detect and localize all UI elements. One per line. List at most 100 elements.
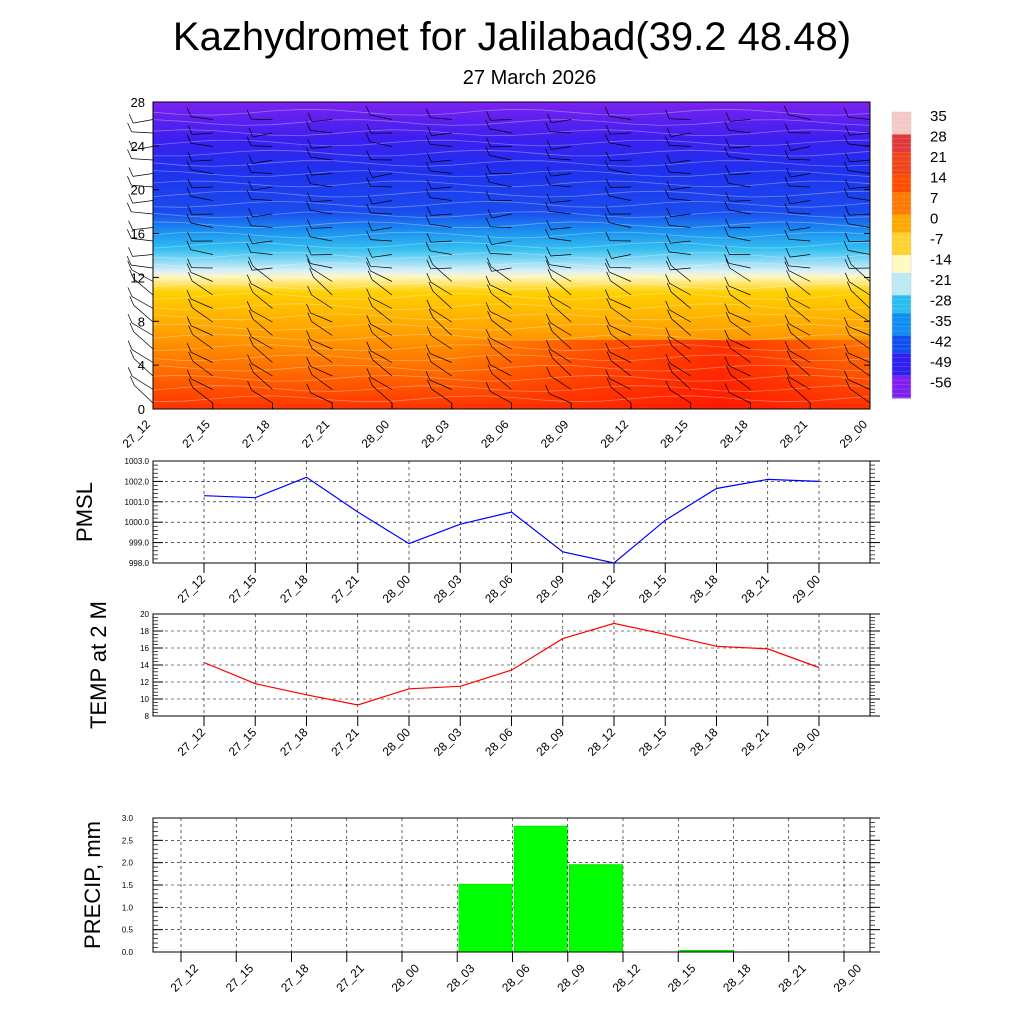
wind-barb <box>784 256 811 269</box>
heatmap-xtick-label: 28_18 <box>717 417 751 451</box>
heatmap-ytick-label: 4 <box>138 358 145 373</box>
wind-barb <box>366 288 393 309</box>
wind-barb <box>664 136 691 147</box>
wind-barb <box>186 187 213 201</box>
colorbar-label: -7 <box>930 231 943 248</box>
wind-barb <box>665 260 691 271</box>
wind-barb <box>845 126 871 136</box>
wind-barb <box>187 125 213 135</box>
wind-barb <box>487 262 512 272</box>
wind-barb <box>246 274 273 296</box>
wind-barb <box>186 134 213 147</box>
wind-barb <box>368 350 393 377</box>
wind-barb <box>843 370 871 390</box>
precip-xtick-label: 28_03 <box>444 961 478 995</box>
wind-barb <box>306 201 333 215</box>
wind-barb <box>365 132 393 147</box>
wind-barb <box>129 376 154 404</box>
wind-barb <box>366 261 393 282</box>
wind-barb <box>724 227 751 242</box>
precip-bar <box>513 825 568 953</box>
wind-barb <box>367 221 393 232</box>
wind-barb <box>186 213 213 228</box>
wind-barb <box>485 244 512 255</box>
wind-barb <box>784 230 811 242</box>
colorbar-label: 0 <box>930 211 938 228</box>
wind-barb <box>546 166 572 177</box>
pmsl-xtick-label: 28_03 <box>431 572 465 606</box>
wind-barb <box>606 298 632 323</box>
wind-barb <box>425 215 452 228</box>
wind-barb <box>545 149 572 161</box>
wind-barb <box>545 286 572 309</box>
temp-ytick-label: 14 <box>140 661 149 670</box>
wind-barb <box>786 323 811 350</box>
wind-barb <box>665 380 691 404</box>
temp-xtick-label: 28_00 <box>380 725 414 759</box>
wind-barb <box>426 352 452 377</box>
heatmap-xtick-label: 29_00 <box>837 417 871 451</box>
wind-barb <box>247 354 273 377</box>
wind-barb <box>546 340 572 363</box>
wind-barb <box>306 357 333 377</box>
wind-barb <box>487 311 512 336</box>
wind-barb <box>248 207 273 218</box>
wind-barb <box>426 179 452 190</box>
wind-barb <box>605 231 632 242</box>
colorbar-label: -56 <box>930 375 952 392</box>
wind-barb <box>784 341 811 363</box>
wind-barb <box>605 151 632 162</box>
temp-xtick-label: 27_12 <box>175 725 209 759</box>
wind-barb <box>725 165 751 176</box>
heatmap-ytick-label: 20 <box>131 183 145 198</box>
wind-barb <box>604 186 632 201</box>
heatmap-ytick-label: 8 <box>138 314 145 329</box>
wind-barb <box>307 192 333 203</box>
wind-barb <box>665 274 691 296</box>
wind-barb <box>247 327 273 350</box>
wind-barb <box>604 289 632 309</box>
wind-barb <box>546 246 572 257</box>
wind-barb <box>605 316 632 336</box>
temp-xtick-label: 28_06 <box>482 725 516 759</box>
heatmap-xtick-label: 28_12 <box>598 417 632 451</box>
wind-barb <box>307 112 333 123</box>
wind-barb <box>605 369 632 390</box>
wind-barb <box>366 315 393 336</box>
wind-barb <box>306 330 333 350</box>
wind-barb <box>667 363 691 390</box>
wind-barb <box>605 258 632 269</box>
wind-barb <box>725 112 751 122</box>
colorbar-label: 28 <box>930 129 947 146</box>
wind-barb <box>846 281 871 309</box>
temp-ytick-label: 8 <box>145 712 150 721</box>
wind-barb <box>485 191 512 201</box>
temp-ylabel: TEMP at 2 M <box>86 601 111 729</box>
colorbar-label: -14 <box>930 252 952 269</box>
precip-xtick-label: 28_09 <box>554 961 588 995</box>
heatmap-xtick-label: 27_18 <box>239 417 273 451</box>
wind-barb <box>665 109 691 120</box>
temp-ytick-label: 18 <box>140 627 149 636</box>
wind-barb <box>604 107 632 120</box>
wind-barb <box>366 368 393 390</box>
precip-panel: 0.0 0.5 1.0 1.5 2.0 2.5 3.0 27_12 27_15 27_18 27_2… <box>80 814 880 995</box>
wind-barb <box>426 299 452 323</box>
wind-barb <box>664 242 691 255</box>
precip-xtick-label: 28_06 <box>499 961 533 995</box>
wind-barb <box>487 284 512 309</box>
wind-barb <box>547 295 572 323</box>
wind-barb <box>127 176 154 188</box>
wind-barb <box>427 126 452 136</box>
wind-barb <box>248 256 273 282</box>
wind-barb <box>725 218 751 229</box>
wind-barb <box>843 343 871 363</box>
wind-barb <box>186 160 213 174</box>
page-title: Kazhydromet for Jalilabad(39.2 48.48) <box>172 15 852 59</box>
wind-barb <box>425 108 452 120</box>
temp-xtick-label: 29_00 <box>790 725 824 759</box>
wind-barb <box>306 174 333 188</box>
wind-barb <box>547 269 572 296</box>
wind-barb <box>545 228 572 242</box>
wind-barb <box>784 150 811 161</box>
